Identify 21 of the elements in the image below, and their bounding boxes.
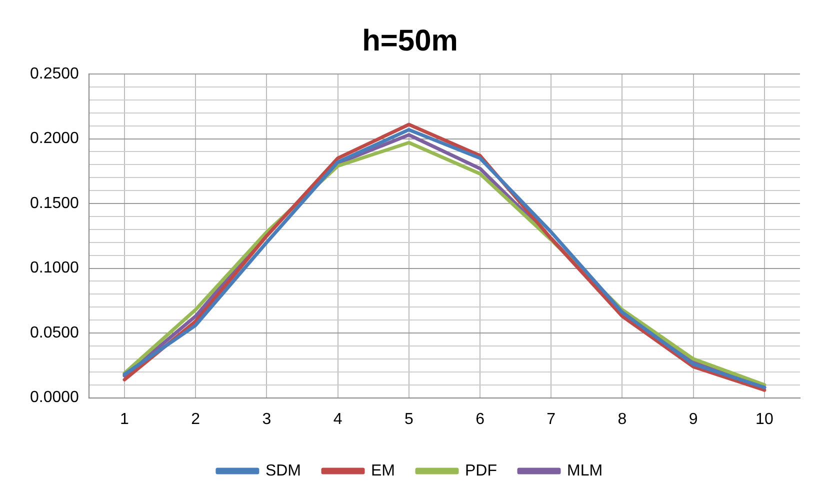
x-tick-label: 1 bbox=[120, 410, 130, 428]
x-tick-label: 8 bbox=[618, 410, 627, 428]
x-tick-label: 4 bbox=[333, 410, 342, 428]
x-tick-label: 5 bbox=[404, 410, 414, 428]
legend-label: MLM bbox=[567, 462, 603, 480]
x-tick-label: 10 bbox=[756, 410, 774, 428]
legend-label: PDF bbox=[465, 462, 498, 480]
y-tick-label: 0.2000 bbox=[30, 130, 80, 148]
y-tick-label: 0.2500 bbox=[30, 65, 80, 82]
y-tick-label: 0.1500 bbox=[30, 194, 80, 212]
x-tick-label: 9 bbox=[688, 410, 698, 428]
x-tick-label: 2 bbox=[191, 410, 200, 428]
y-tick-label: 0.0000 bbox=[30, 389, 80, 406]
legend-label: SDM bbox=[265, 462, 302, 480]
x-tick-label: 7 bbox=[546, 410, 556, 428]
legend-label: EM bbox=[371, 462, 395, 480]
chart-title: h=50m bbox=[362, 24, 458, 58]
x-tick-label: 6 bbox=[476, 410, 485, 428]
y-tick-label: 0.1000 bbox=[30, 260, 80, 277]
x-tick-label: 3 bbox=[262, 410, 272, 428]
y-tick-label: 0.0500 bbox=[30, 324, 80, 342]
